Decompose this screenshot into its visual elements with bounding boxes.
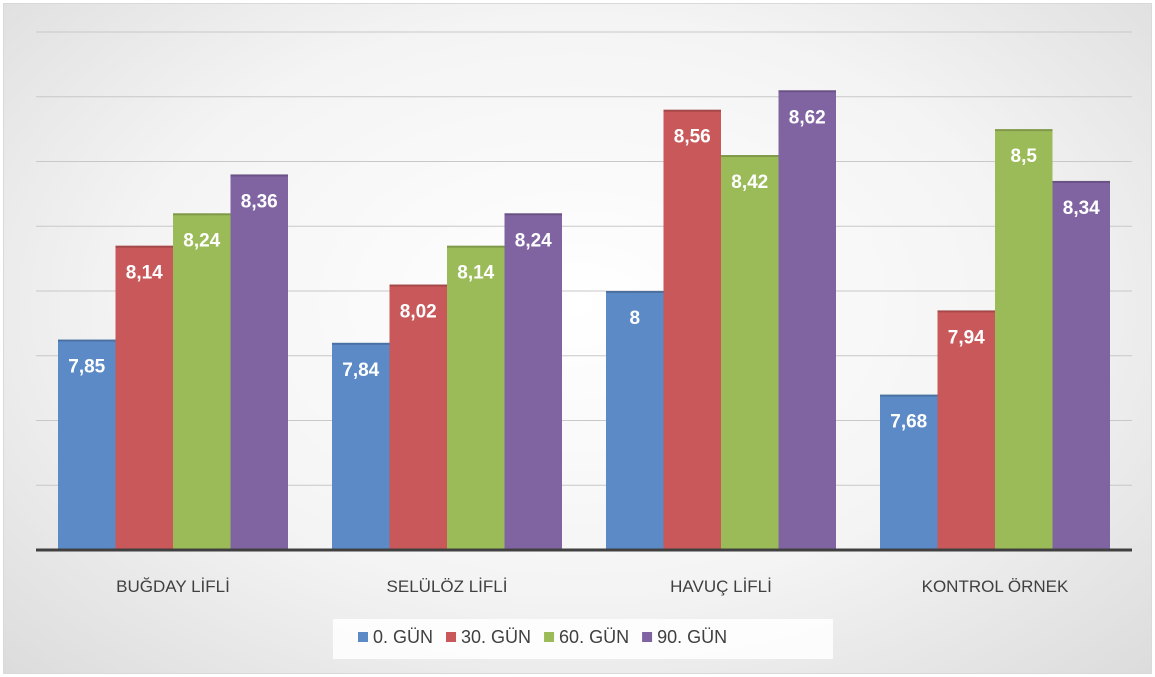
- legend-label: 30. GÜN: [461, 627, 531, 647]
- bar: [937, 310, 995, 550]
- bar: [721, 155, 779, 550]
- data-label: 7,84: [342, 360, 379, 381]
- bar-edge: [606, 291, 664, 293]
- legend: [333, 619, 833, 659]
- legend-swatch: [642, 632, 653, 642]
- legend-swatch: [544, 632, 555, 642]
- data-label: 8,24: [183, 230, 220, 251]
- data-label: 8,5: [1011, 146, 1038, 167]
- bar: [504, 213, 562, 551]
- legend-label: 90. GÜN: [657, 627, 727, 647]
- category-label: KONTROL ÖRNEK: [922, 577, 1069, 596]
- bar-edge: [173, 213, 231, 216]
- bar-edge: [447, 245, 505, 248]
- bar-edge: [663, 109, 721, 112]
- bar: [447, 245, 505, 551]
- data-label: 8,56: [674, 127, 711, 148]
- data-label: 8: [629, 308, 640, 329]
- bar-edge: [389, 284, 447, 287]
- bar: [332, 342, 390, 550]
- bar: [173, 213, 231, 551]
- bar: [880, 394, 938, 550]
- data-label: 8,36: [241, 191, 278, 212]
- bar-edge: [995, 129, 1053, 132]
- data-label: 8,24: [515, 230, 552, 251]
- bar: [115, 245, 173, 551]
- bar: [995, 129, 1053, 550]
- data-label: 8,02: [400, 302, 437, 323]
- category-label: SELÜLÖZ LİFLİ: [387, 577, 508, 596]
- bar: [1052, 180, 1110, 551]
- legend-swatch: [446, 632, 457, 642]
- data-label: 7,94: [948, 327, 985, 348]
- bar: [663, 109, 721, 550]
- bar-edge: [230, 174, 288, 177]
- bar: [778, 90, 836, 551]
- category-label: BUĞDAY LİFLİ: [116, 577, 230, 596]
- data-label: 8,34: [1063, 198, 1100, 219]
- bar: [230, 174, 288, 550]
- data-label: 8,62: [789, 107, 826, 128]
- legend-swatch: [358, 632, 368, 642]
- data-label: 7,68: [890, 412, 927, 433]
- bar-edge: [937, 310, 995, 313]
- legend-label: 0. GÜN: [373, 627, 433, 647]
- data-label: 8,42: [731, 172, 768, 193]
- bar-edge: [332, 342, 390, 345]
- data-label: 8,14: [457, 263, 494, 284]
- bar-edge: [880, 394, 938, 397]
- legend-label: 60. GÜN: [559, 627, 629, 647]
- bar-edge: [1052, 180, 1110, 183]
- bar-edge: [504, 213, 562, 216]
- bar-edge: [58, 339, 116, 342]
- bar-edge: [778, 90, 836, 93]
- bar: [389, 284, 447, 550]
- bar: [58, 339, 116, 550]
- bar-edge: [721, 155, 779, 158]
- category-label: HAVUÇ LİFLİ: [670, 577, 772, 596]
- data-label: 8,14: [126, 263, 163, 284]
- data-label: 7,85: [68, 357, 105, 378]
- bar: [606, 291, 664, 550]
- bar-edge: [115, 245, 173, 248]
